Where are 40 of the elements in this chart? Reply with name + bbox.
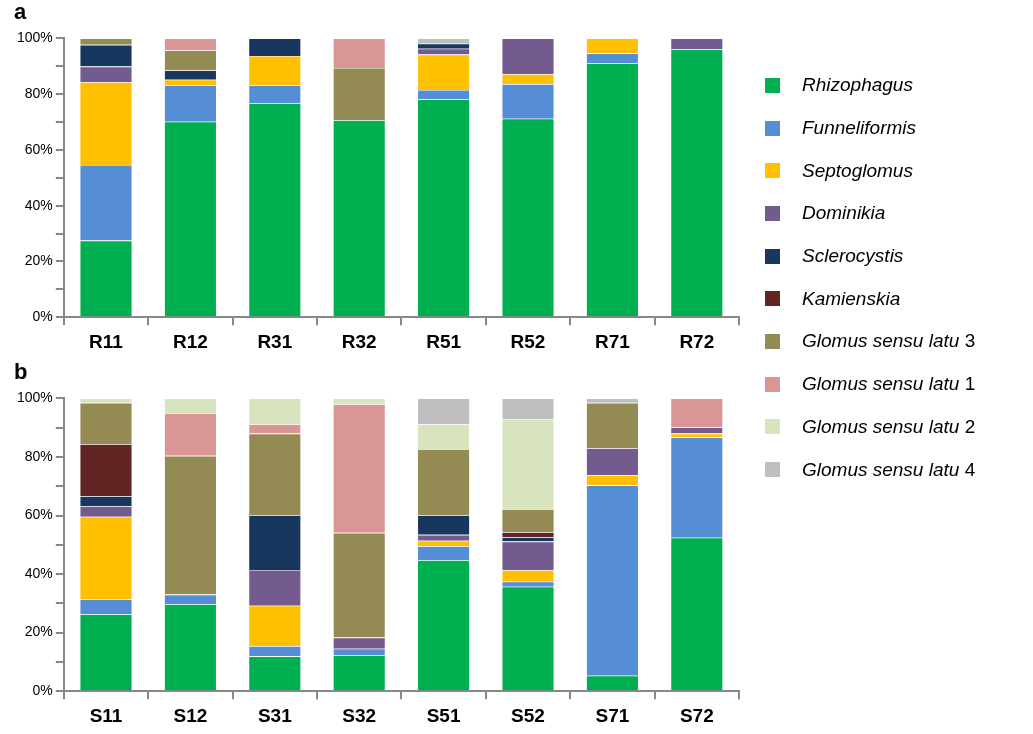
legend-label: Kamienskia — [802, 287, 901, 309]
legend-label: Rhizophagus — [802, 74, 913, 96]
chart-title: a — [14, 0, 27, 25]
y-tick-label: 0% — [32, 682, 53, 699]
legend-label: Glomus sensu latu 1 — [802, 373, 976, 396]
x-tick-label: R12 — [172, 330, 208, 352]
x-tick-label: R71 — [594, 330, 631, 352]
x-tick-label: S52 — [511, 704, 545, 726]
y-tick-label: 20% — [24, 252, 53, 269]
y-tick-label: 80% — [24, 85, 53, 102]
x-tick-label: S72 — [679, 704, 714, 726]
x-tick-label: R31 — [257, 330, 293, 352]
x-tick-label: R52 — [510, 330, 546, 352]
y-tick-label: 60% — [24, 506, 53, 523]
x-tick-label: R72 — [679, 330, 715, 352]
y-tick-label: 40% — [24, 564, 53, 581]
legend-label: Funneliformis — [802, 117, 917, 139]
y-tick-label: 60% — [24, 140, 53, 157]
x-tick-label: R51 — [426, 330, 462, 352]
y-tick-label: 20% — [24, 623, 53, 640]
x-tick-label: S11 — [89, 704, 123, 726]
y-tick-label: 100% — [16, 389, 53, 406]
y-tick-label: 40% — [24, 196, 53, 213]
x-tick-label: S31 — [257, 704, 293, 726]
x-tick-label: S51 — [426, 704, 461, 726]
legend-label: Dominikia — [802, 202, 886, 224]
legend-label: Glomus sensu latu 3 — [802, 330, 976, 353]
x-tick-label: R11 — [89, 330, 124, 352]
y-tick-label: 100% — [16, 29, 53, 46]
x-tick-label: S71 — [595, 704, 630, 726]
legend-label: Septoglomus — [802, 159, 913, 181]
y-tick-label: 0% — [32, 308, 53, 325]
x-tick-label: S32 — [342, 704, 377, 726]
x-tick-label: R32 — [341, 330, 377, 352]
legend-label: Glomus sensu latu 4 — [802, 458, 976, 481]
chart-title: b — [14, 359, 28, 385]
legend-label: Sclerocystis — [802, 245, 904, 267]
y-tick-label: 80% — [24, 447, 53, 464]
x-tick-label: S12 — [173, 704, 208, 726]
legend-label: Glomus sensu latu 2 — [802, 415, 976, 438]
